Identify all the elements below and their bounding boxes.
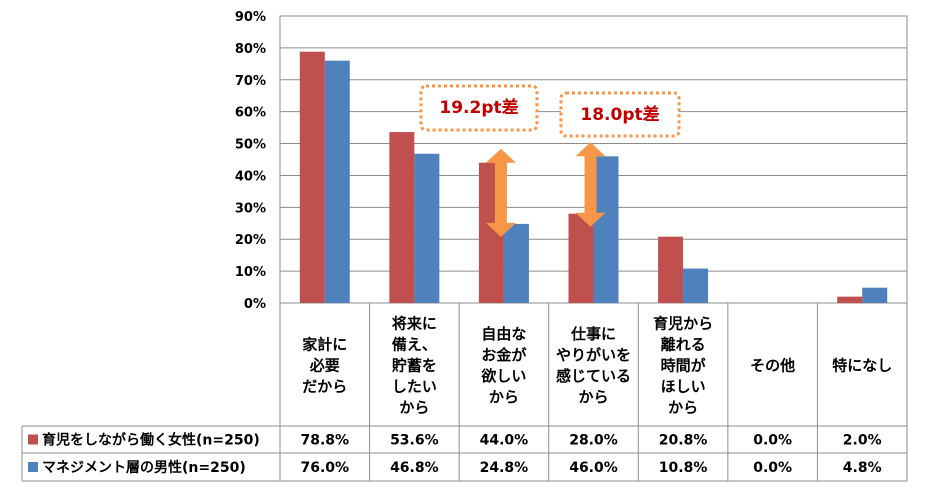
y-tick-label: 70%: [235, 74, 266, 89]
category-label: 仕事にやりがいを感じているから: [556, 325, 631, 406]
bar-men-1: [414, 153, 440, 303]
data-label: 46.0%: [569, 460, 618, 476]
data-label: 24.8%: [480, 460, 529, 476]
data-label: 76.0%: [300, 460, 349, 476]
category-label: 将来に備え、貯蓄をしたいから: [392, 315, 437, 417]
bar-men-6: [862, 287, 888, 303]
data-label: 20.8%: [659, 433, 708, 449]
y-tick-label: 40%: [235, 169, 266, 184]
legend-key-men: [28, 462, 38, 472]
y-tick-label: 60%: [235, 106, 266, 121]
bar-men-4: [683, 268, 709, 303]
y-tick-label: 10%: [235, 265, 266, 280]
category-label: 育児から離れる時間がほしいから: [653, 315, 713, 417]
bar-women-4: [658, 236, 684, 303]
y-tick-label: 30%: [235, 201, 266, 216]
data-label: 53.6%: [390, 433, 439, 449]
series-name: 育児をしながら働く女性(n=250): [42, 432, 260, 449]
difference-arrow: [485, 148, 516, 237]
data-label: 10.8%: [659, 460, 708, 476]
y-tick-label: 50%: [235, 138, 266, 153]
data-table: 家計に必要だから将来に備え、貯蓄をしたいから自由なお金が欲しいから仕事にやりがい…: [21, 303, 908, 482]
bar-women-3: [568, 213, 594, 303]
annotation-label: 19.2pt差: [439, 97, 518, 118]
category-label: 特になし: [832, 357, 892, 375]
data-label: 28.0%: [569, 433, 618, 449]
y-tick-label: 80%: [235, 42, 266, 57]
data-label: 2.0%: [843, 433, 882, 449]
annotation-label: 18.0pt差: [580, 104, 659, 125]
data-label: 78.8%: [300, 433, 349, 449]
category-label: その他: [750, 357, 795, 375]
data-label: 0.0%: [753, 433, 792, 449]
y-tick-label: 90%: [235, 10, 266, 25]
data-label: 46.8%: [390, 460, 439, 476]
category-label: 自由なお金が欲しいから: [480, 325, 527, 406]
y-axis-ticks: 0% 10% 20% 30% 40% 50% 60% 70% 80% 90%: [235, 10, 266, 312]
bar-men-0: [324, 60, 350, 304]
bar-women-1: [389, 132, 415, 303]
annotations: 19.2pt差 18.0pt差: [419, 84, 681, 237]
difference-arrow: [575, 142, 606, 227]
data-label: 0.0%: [753, 460, 792, 476]
bar-men-3: [593, 156, 619, 303]
bar-women-6: [837, 296, 863, 303]
y-tick-label: 0%: [244, 297, 266, 312]
bar-men-2: [503, 223, 529, 303]
annotation-box: [559, 91, 681, 138]
bar-women-0: [299, 51, 325, 303]
annotation-box: [419, 84, 539, 132]
data-label: 44.0%: [480, 433, 529, 449]
legend-key-women: [28, 434, 38, 445]
bars: [299, 51, 888, 304]
y-tick-label: 20%: [235, 233, 266, 248]
series-name: マネジメント層の男性(n=250): [42, 459, 246, 476]
data-label: 4.8%: [843, 460, 882, 476]
category-label: 家計に必要だから: [302, 336, 347, 396]
